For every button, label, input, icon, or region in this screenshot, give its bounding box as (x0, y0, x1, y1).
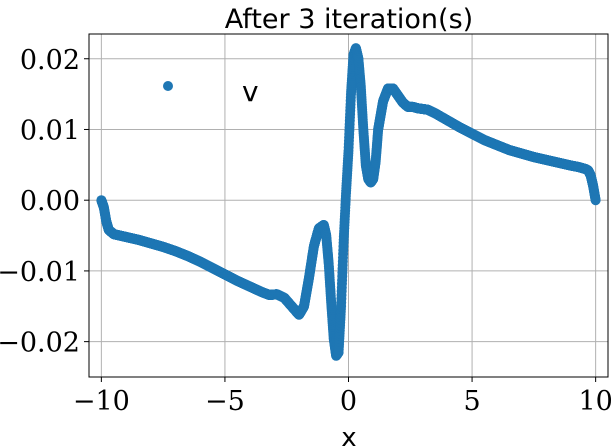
y-tick-label: −0.01 (0, 257, 80, 288)
scatter-series-v (96, 43, 601, 361)
legend: v (163, 75, 259, 108)
chart-title: After 3 iteration(s) (225, 4, 473, 35)
legend-label: v (242, 75, 259, 108)
x-tick-label: −10 (73, 386, 130, 417)
y-axis-ticks: −0.02 −0.01 0.00 0.01 0.02 (0, 45, 89, 359)
x-axis-label: x (341, 423, 356, 447)
x-axis-ticks: −10 −5 0 5 10 (73, 377, 613, 417)
x-tick-label: −5 (205, 386, 245, 417)
legend-marker (163, 81, 173, 91)
y-tick-label: −0.02 (0, 328, 80, 359)
x-tick-label: 10 (578, 386, 612, 417)
x-tick-label: 0 (340, 386, 357, 417)
scatter-point (590, 195, 601, 206)
x-tick-label: 5 (463, 386, 480, 417)
y-tick-label: 0.00 (20, 186, 80, 217)
y-tick-label: 0.01 (20, 115, 80, 146)
y-tick-label: 0.02 (20, 45, 80, 76)
